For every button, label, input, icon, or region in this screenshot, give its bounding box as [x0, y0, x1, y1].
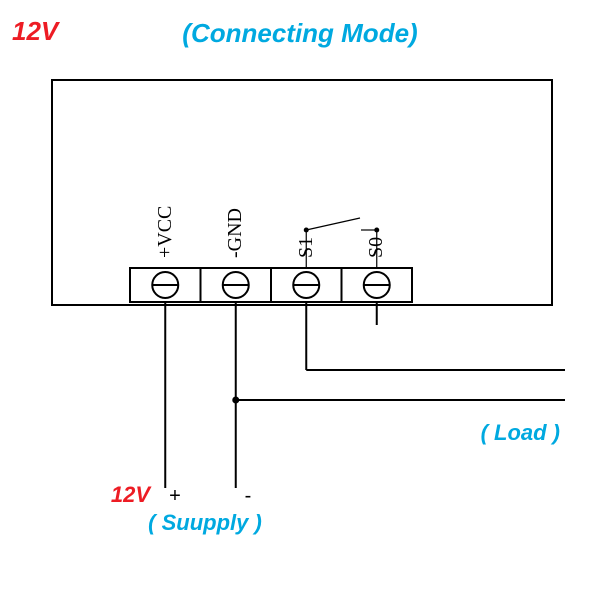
terminal-screw-vcc [152, 272, 178, 298]
pin-label-gnd: -GND [224, 208, 246, 258]
terminal-screw-s1 [293, 272, 319, 298]
pin-label-s0: S0 [365, 237, 387, 258]
terminal-screw-gnd [223, 272, 249, 298]
supply-plus: + [169, 485, 181, 507]
terminal-screw-s0 [364, 272, 390, 298]
supply-label: ( Suupply ) [148, 510, 262, 535]
load-label: ( Load ) [481, 420, 560, 445]
wire-gnd [232, 302, 565, 488]
terminal-block [130, 268, 412, 302]
pin-label-vcc: +VCC [154, 206, 176, 258]
page-title: (Connecting Mode) [182, 18, 417, 48]
wiring-diagram: 12V (Connecting Mode) +VCC -GND S1 [0, 0, 600, 600]
voltage-badge: 12V [12, 16, 61, 46]
supply-voltage: 12V [111, 482, 152, 507]
supply-minus: - [245, 485, 252, 507]
wire-s1-load [306, 302, 565, 370]
